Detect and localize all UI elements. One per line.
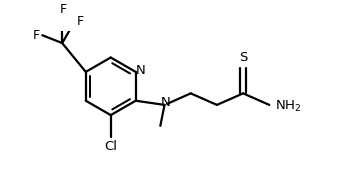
Text: F: F xyxy=(77,15,84,28)
Text: Cl: Cl xyxy=(104,140,117,153)
Text: S: S xyxy=(239,51,247,64)
Text: N: N xyxy=(136,64,146,77)
Text: F: F xyxy=(60,3,67,16)
Text: N: N xyxy=(161,96,170,109)
Text: NH$_2$: NH$_2$ xyxy=(275,98,301,114)
Text: F: F xyxy=(33,29,40,42)
